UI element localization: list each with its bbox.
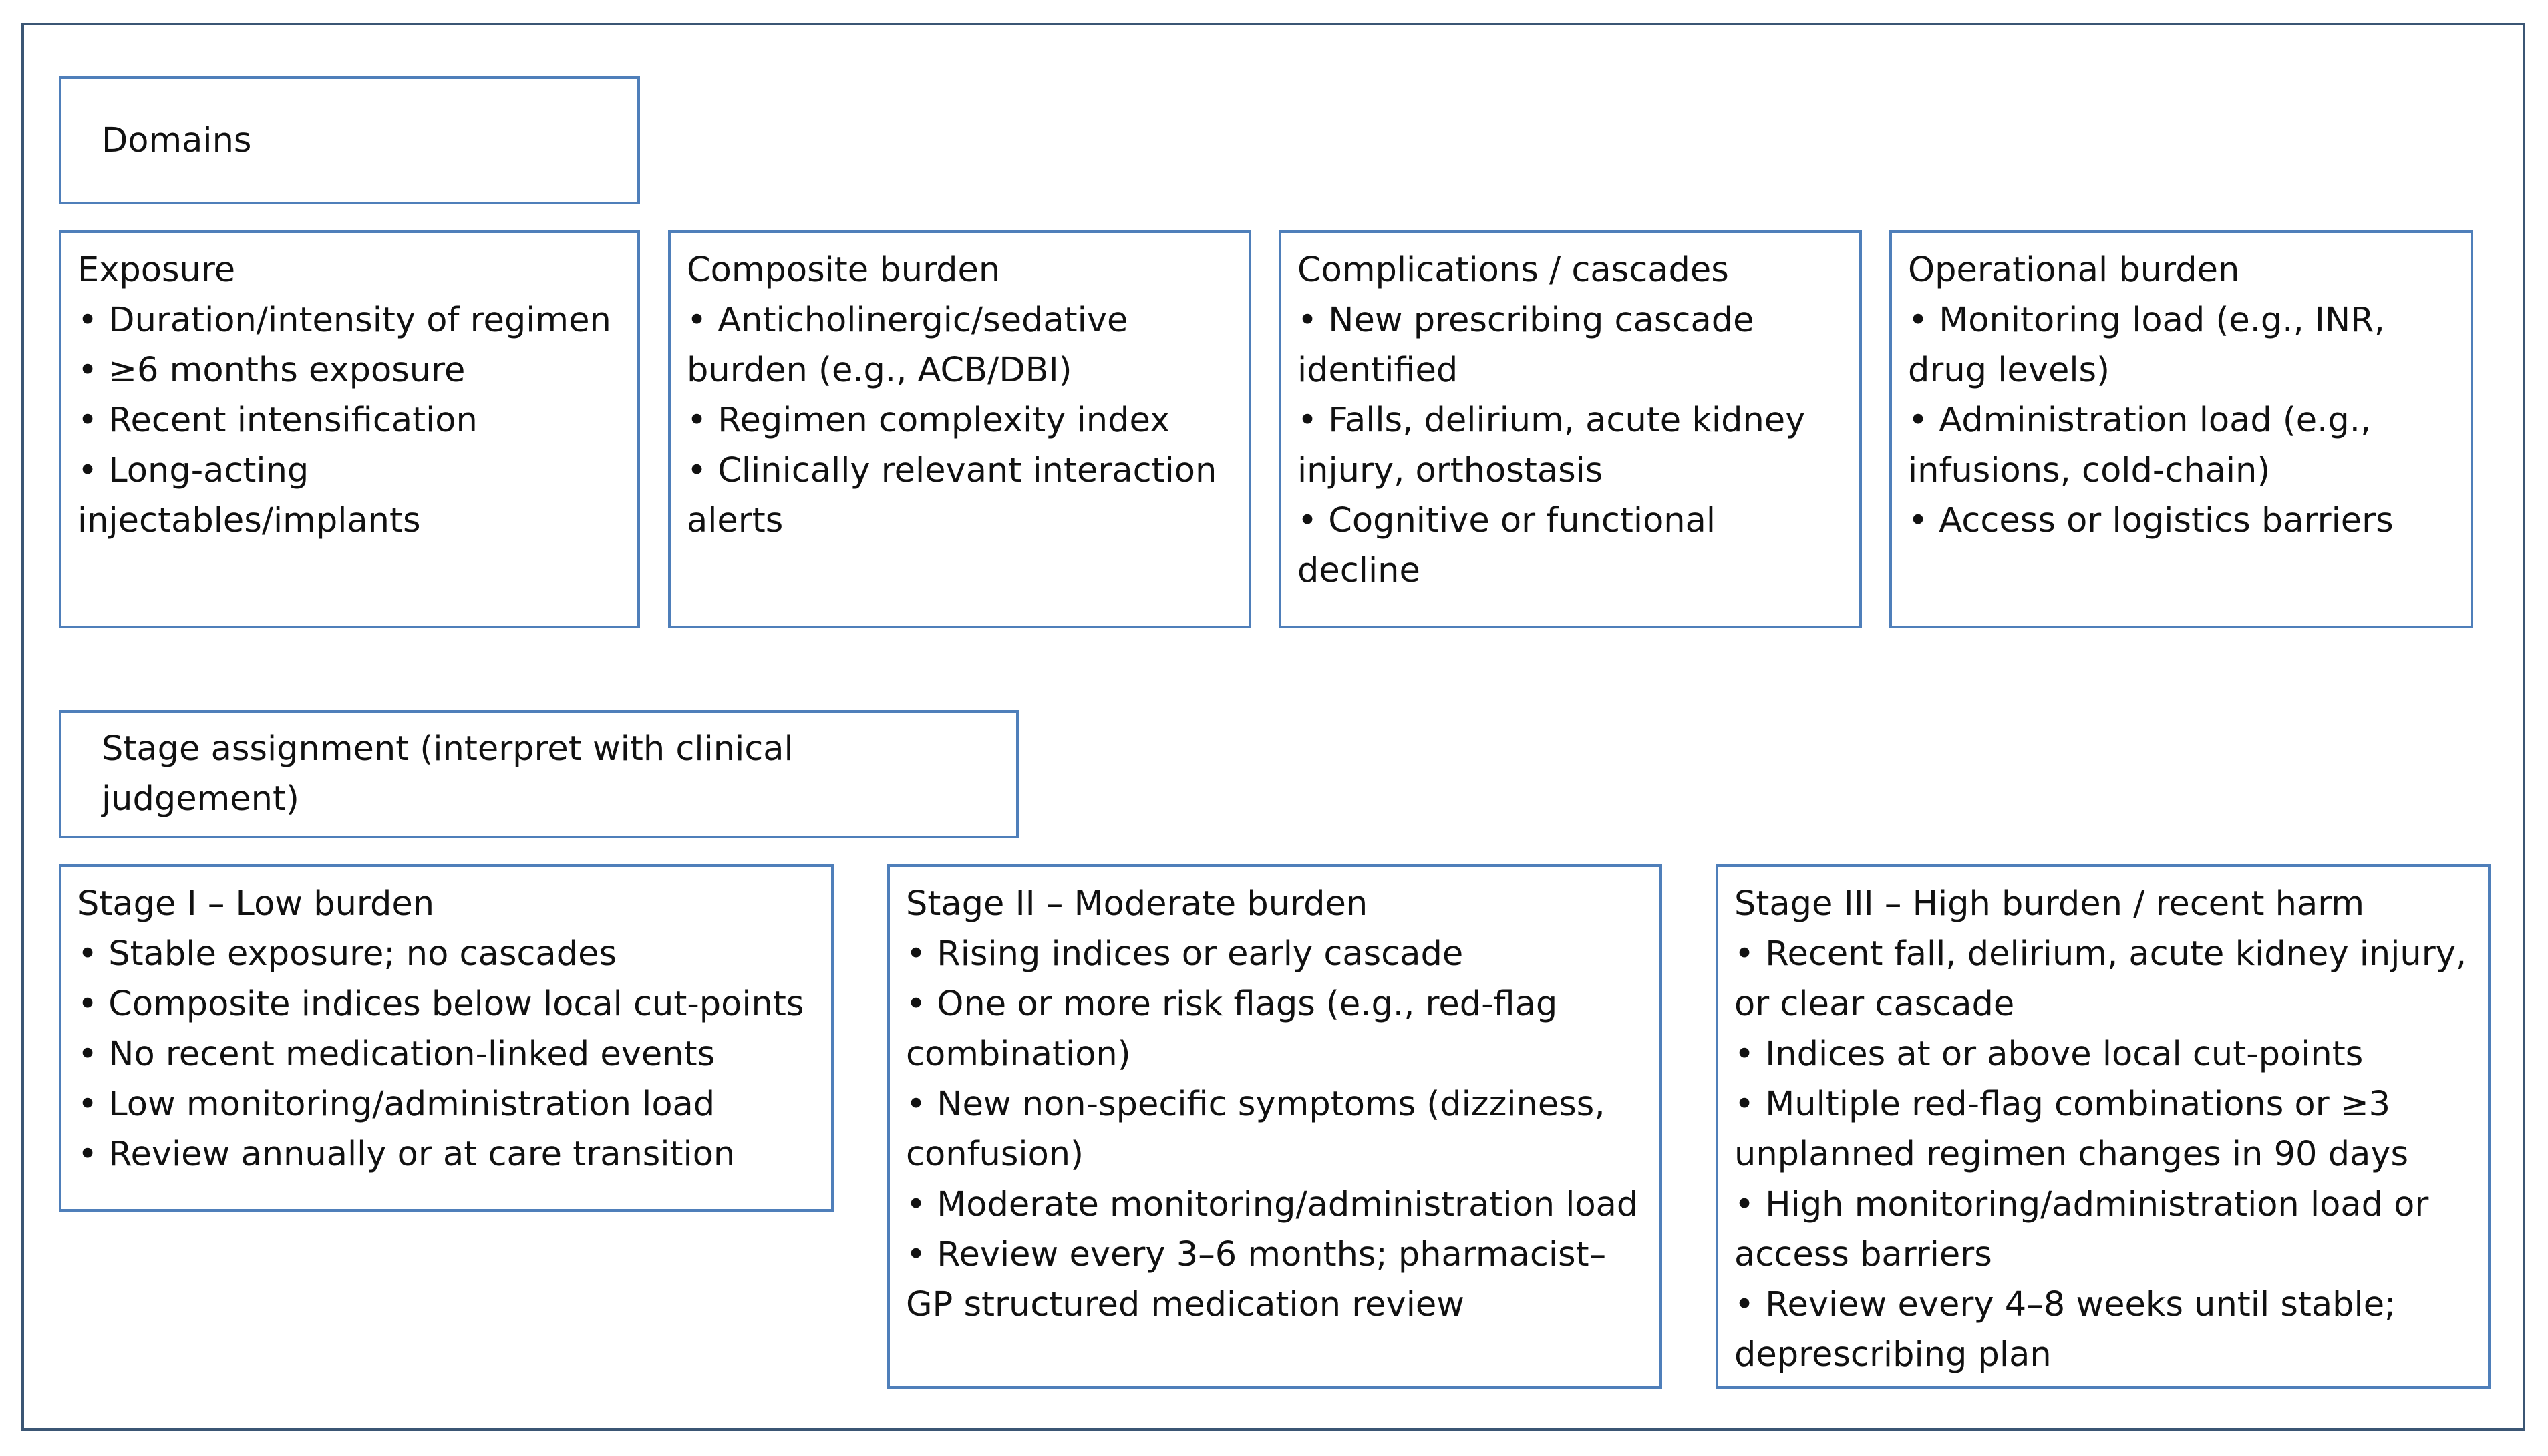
stage-box: Stage II – Moderate burden • Rising indic… xyxy=(887,864,1662,1389)
domain-box: Operational burden • Monitoring load (e.g… xyxy=(1889,230,2473,628)
bullet: • Recent intensification xyxy=(77,401,478,440)
box-title: Exposure xyxy=(77,250,236,290)
box-title: Operational burden xyxy=(1908,250,2240,290)
domain-box: Exposure • Duration/intensity of regimen •… xyxy=(59,230,640,628)
bullet: • Long-acting injectables/implants xyxy=(77,451,421,540)
bullet: • Administration load (e.g., infusions, … xyxy=(1908,401,2372,490)
bullet: • One or more risk flags (e.g., red-flag… xyxy=(906,984,1558,1074)
box-title: Composite burden xyxy=(687,250,1001,290)
box-title: Stage I – Low burden xyxy=(77,884,435,924)
bullet: • Stable exposure; no cascades xyxy=(77,934,617,974)
stages-header: Stage assignment (interpret with clinica… xyxy=(59,710,1019,838)
bullet: • Falls, delirium, acute kidney injury, … xyxy=(1297,401,1806,490)
bullet: • Rising indices or early cascade xyxy=(906,934,1464,974)
domain-box: Complications / cascades • New prescribin… xyxy=(1279,230,1862,628)
bullet: • Anticholinergic/sedative burden (e.g.,… xyxy=(687,301,1128,390)
bullet: • No recent medication-linked events xyxy=(77,1035,715,1074)
bullet: • Low monitoring/administration load xyxy=(77,1085,715,1124)
outer-frame xyxy=(21,23,2525,1431)
stage-box: Stage III – High burden / recent harm • R… xyxy=(1716,864,2491,1389)
bullet: • Duration/intensity of regimen xyxy=(77,301,611,340)
bullet: • New non-specific symptoms (dizziness, … xyxy=(906,1085,1605,1174)
box-title: Stage III – High burden / recent harm xyxy=(1734,884,2365,924)
bullet: • Review every 4–8 weeks until stable; d… xyxy=(1734,1285,2396,1375)
bullet: • Recent fall, delirium, acute kidney in… xyxy=(1734,934,2467,1024)
bullet: • Review annually or at care transition xyxy=(77,1135,736,1174)
bullet: • Access or logistics barriers xyxy=(1908,501,2394,540)
header-text: Stage assignment (interpret with clinica… xyxy=(102,729,794,819)
header-text: Domains xyxy=(102,120,252,160)
bullet: • Monitoring load (e.g., INR, drug level… xyxy=(1908,301,2385,390)
bullet: • Clinically relevant interaction alerts xyxy=(687,451,1217,540)
domains-header: Domains xyxy=(59,76,640,204)
bullet: • ≥6 months exposure xyxy=(77,351,466,390)
box-title: Complications / cascades xyxy=(1297,250,1729,290)
bullet: • Regimen complexity index xyxy=(687,401,1170,440)
bullet: • High monitoring/administration load or… xyxy=(1734,1185,2429,1274)
bullet: • Composite indices below local cut-poin… xyxy=(77,984,804,1024)
bullet: • Multiple red-flag combinations or ≥3 u… xyxy=(1734,1085,2409,1174)
bullet: • New prescribing cascade identified xyxy=(1297,301,1754,390)
box-title: Stage II – Moderate burden xyxy=(906,884,1368,924)
stage-box: Stage I – Low burden • Stable exposure; n… xyxy=(59,864,834,1212)
bullet: • Cognitive or functional decline xyxy=(1297,501,1716,590)
domain-box: Composite burden • Anticholinergic/sedati… xyxy=(668,230,1251,628)
bullet: • Indices at or above local cut-points xyxy=(1734,1035,2364,1074)
bullet: • Moderate monitoring/administration loa… xyxy=(906,1185,1639,1224)
bullet: • Review every 3–6 months; pharmacist–GP… xyxy=(906,1235,1607,1324)
